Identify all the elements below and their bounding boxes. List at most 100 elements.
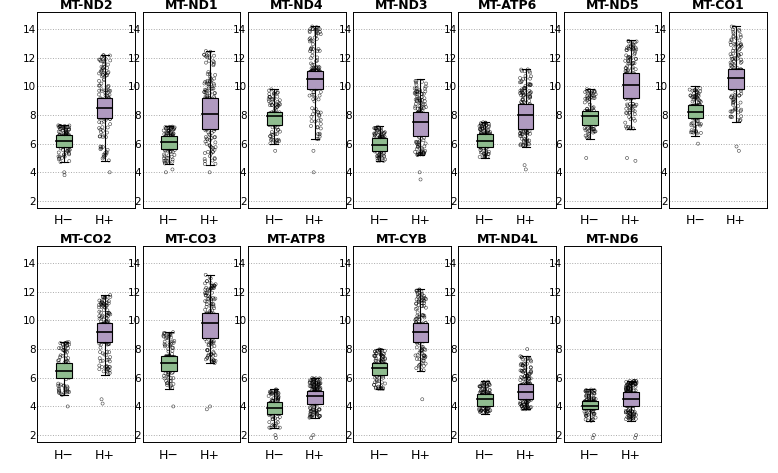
Point (582, 399, 594, 406)
Point (412, 95, 425, 102)
Point (734, 76, 746, 83)
Point (685, 126, 698, 134)
Point (409, 90, 422, 98)
Point (104, 87, 117, 95)
Point (413, 313, 426, 320)
Point (206, 284, 219, 291)
Point (208, 112, 220, 119)
Point (101, 102, 114, 110)
Point (415, 128, 428, 136)
Point (514, 104, 527, 111)
Point (413, 129, 426, 136)
Point (519, 384, 531, 391)
Point (208, 316, 220, 324)
Point (202, 324, 214, 332)
Point (379, 136, 391, 143)
Point (61, 363, 73, 370)
Point (373, 371, 386, 378)
Point (734, 78, 746, 85)
Point (100, 326, 112, 334)
Point (99, 327, 111, 334)
Point (207, 313, 219, 320)
Point (524, 124, 536, 132)
Point (205, 144, 218, 151)
Point (690, 113, 703, 120)
Point (310, 57, 322, 65)
Point (622, 66, 634, 73)
Point (164, 132, 177, 140)
Point (96, 395, 108, 403)
Point (587, 411, 600, 418)
Point (414, 150, 426, 158)
Point (314, 394, 327, 401)
Point (93, 354, 106, 362)
Point (310, 392, 323, 400)
Point (201, 116, 213, 123)
Point (370, 147, 383, 154)
Point (517, 401, 530, 409)
Point (58, 343, 70, 351)
Point (517, 355, 529, 363)
Point (314, 390, 327, 398)
Point (478, 386, 491, 394)
Point (199, 289, 212, 297)
Point (375, 148, 387, 156)
Point (163, 356, 176, 364)
Point (689, 102, 701, 109)
Point (478, 138, 490, 146)
Point (97, 320, 110, 328)
Point (370, 146, 382, 154)
Point (408, 322, 421, 330)
Point (621, 381, 633, 389)
Point (160, 359, 173, 367)
Point (61, 132, 73, 140)
Point (587, 397, 599, 405)
Point (98, 300, 110, 308)
Point (693, 101, 706, 108)
Point (734, 59, 747, 67)
Point (584, 113, 597, 120)
Point (620, 378, 633, 385)
Point (305, 397, 317, 404)
Point (586, 396, 598, 404)
Point (413, 150, 426, 158)
Bar (583, 111, 598, 125)
Point (483, 401, 496, 408)
Point (580, 416, 592, 423)
Point (521, 355, 534, 362)
Point (627, 83, 640, 90)
Point (98, 76, 110, 83)
Point (97, 105, 110, 113)
Point (100, 72, 112, 79)
Point (307, 61, 319, 69)
Point (524, 104, 537, 112)
Point (584, 123, 597, 131)
Point (94, 56, 107, 64)
Point (630, 55, 643, 63)
Point (312, 117, 324, 124)
Point (59, 343, 72, 350)
Point (629, 395, 642, 403)
Point (52, 149, 65, 156)
Point (52, 385, 65, 393)
Point (410, 324, 422, 332)
Point (308, 84, 321, 92)
Point (203, 287, 216, 295)
Point (307, 397, 320, 405)
Point (267, 131, 279, 139)
Point (584, 110, 597, 117)
Point (378, 130, 391, 137)
Point (588, 403, 601, 410)
Point (306, 389, 318, 397)
Point (476, 134, 489, 142)
Point (207, 114, 219, 122)
Point (415, 124, 427, 132)
Point (370, 373, 383, 380)
Point (94, 68, 107, 76)
Point (727, 28, 740, 35)
Point (622, 379, 635, 386)
Point (104, 291, 117, 299)
Point (586, 125, 598, 133)
Point (308, 83, 321, 91)
Point (307, 406, 319, 413)
